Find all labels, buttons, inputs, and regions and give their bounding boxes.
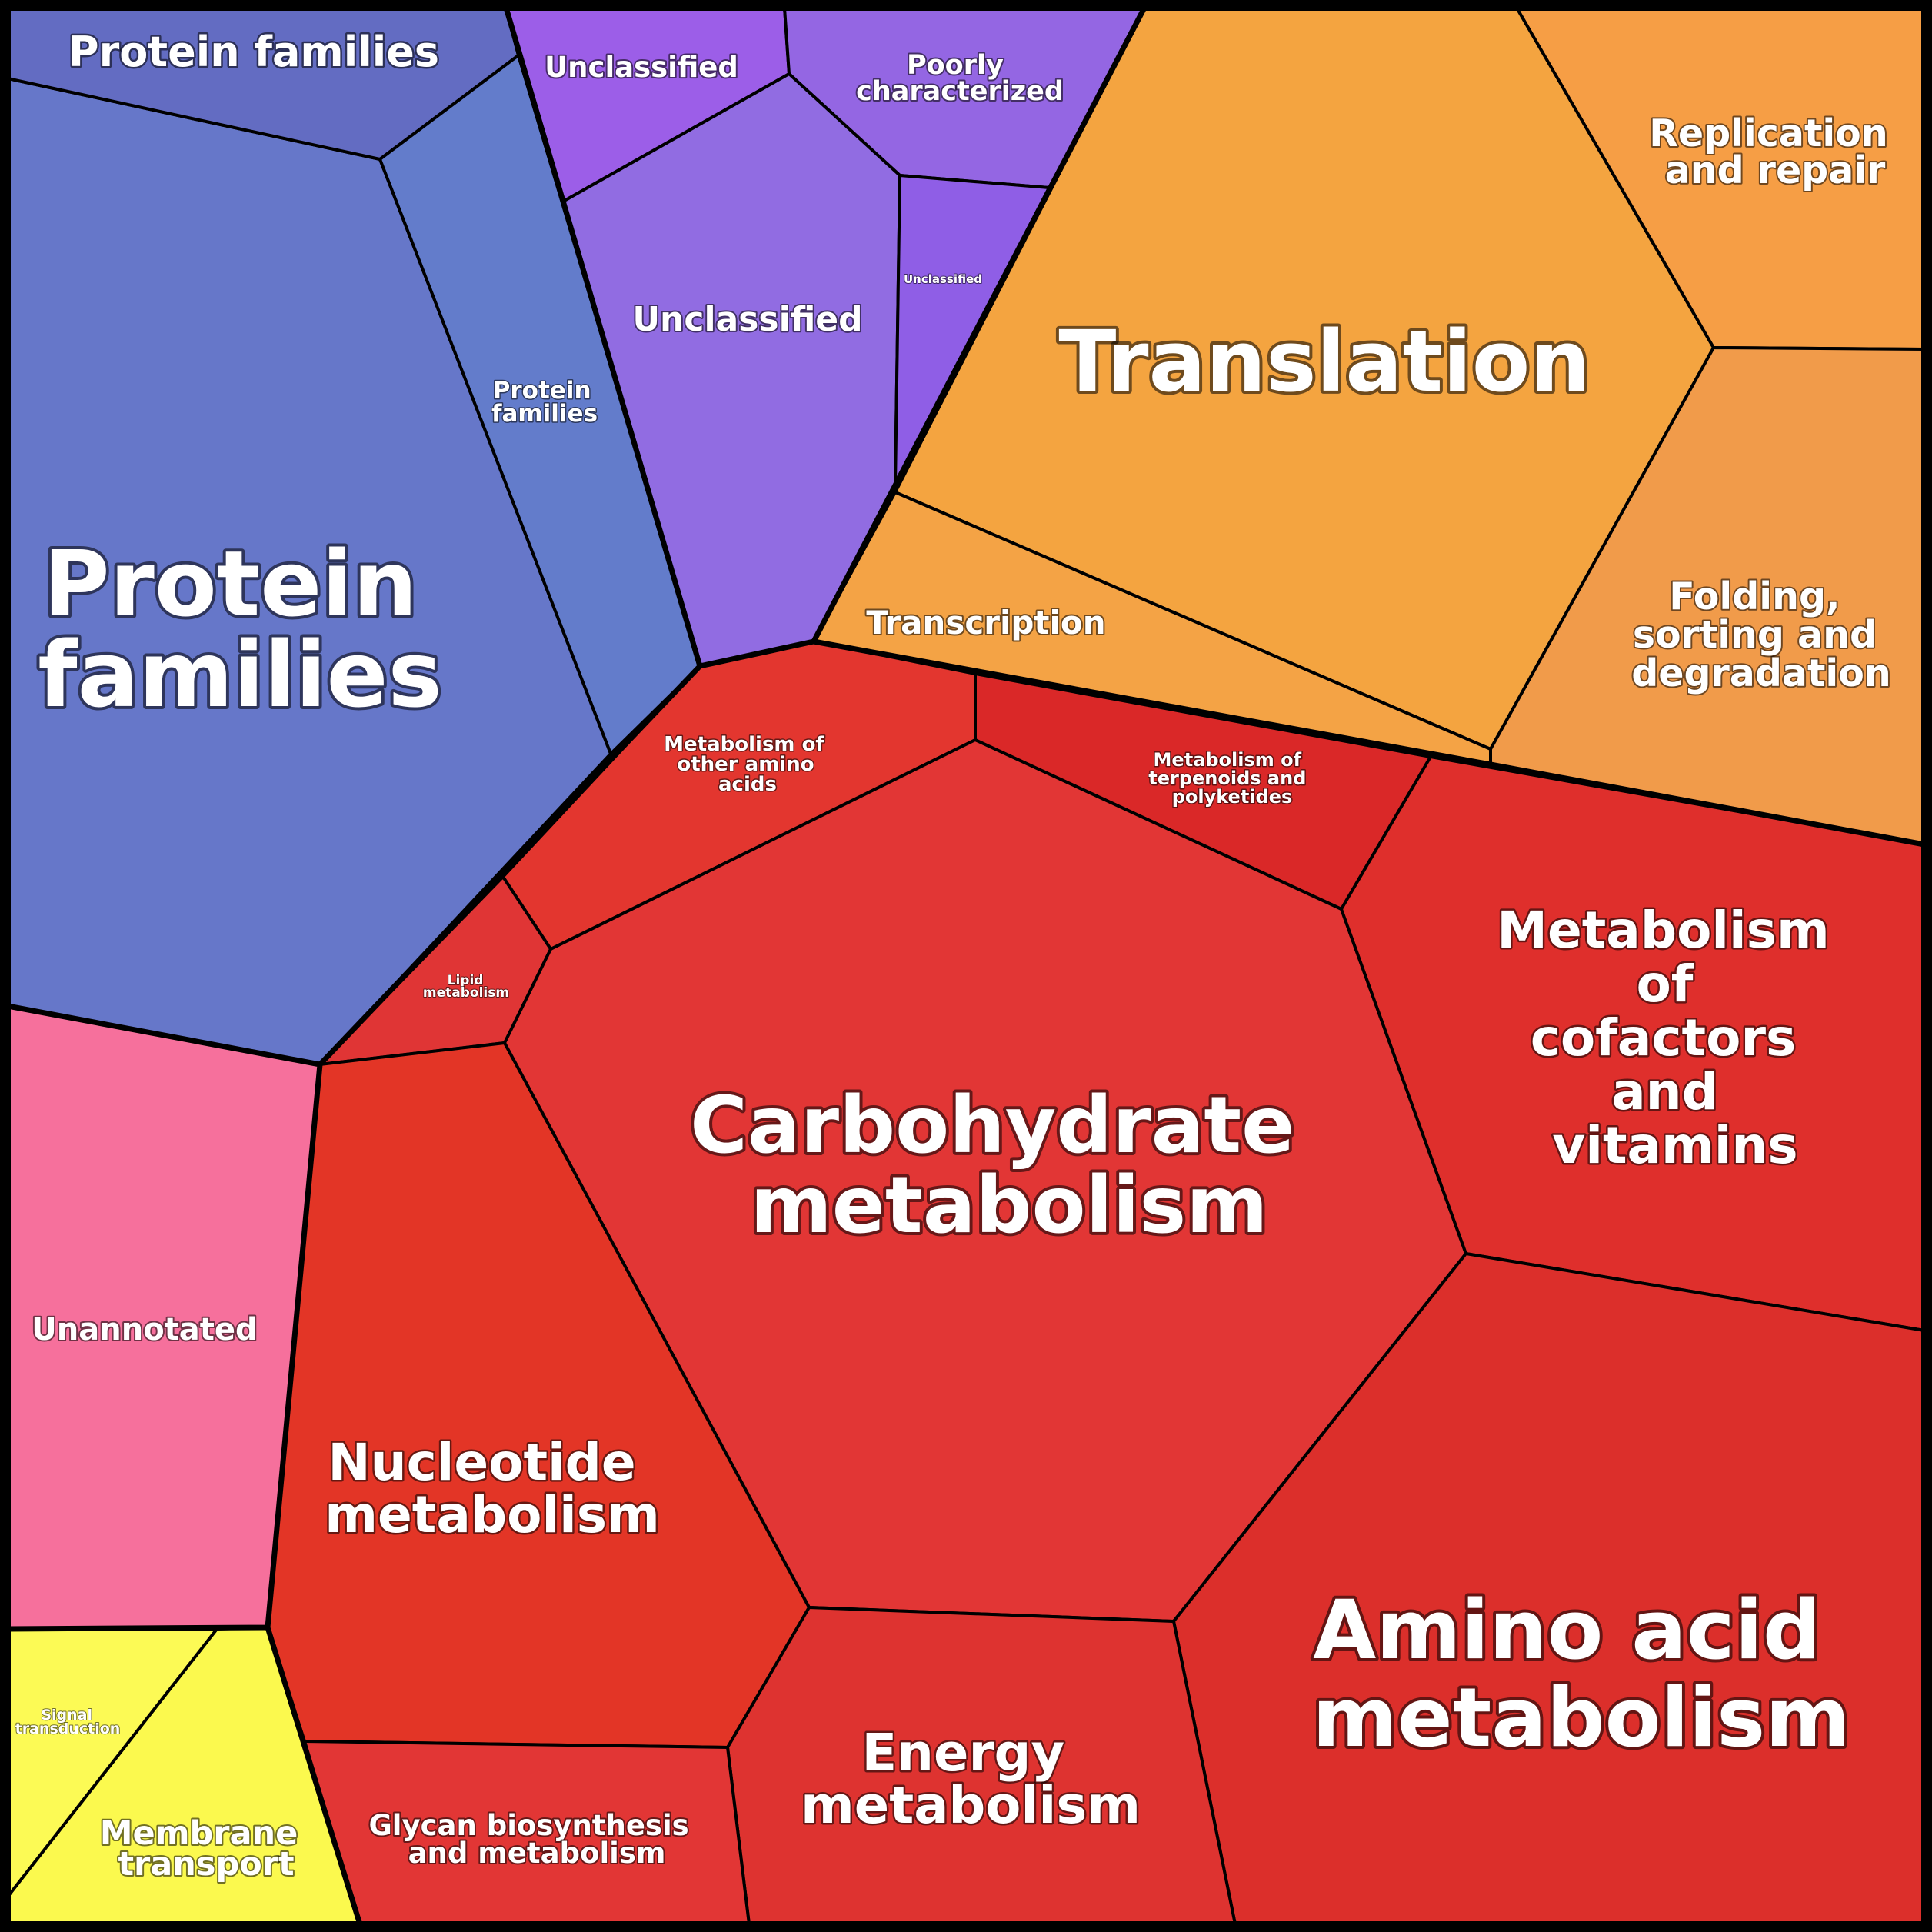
label-line: degradation xyxy=(1631,651,1891,695)
label-line: families xyxy=(38,621,442,728)
label-line: transduction xyxy=(15,1720,121,1737)
label-line: Carbohydrate xyxy=(690,1080,1294,1171)
label-nucleotide-metabolism: Nucleotide metabolism xyxy=(325,1433,660,1544)
label-line: Unclassified xyxy=(632,300,862,339)
label-line: metabolism xyxy=(423,985,509,1001)
label-line: Energy xyxy=(862,1723,1065,1783)
label-amino-acid-metabolism: Amino acid metabolism xyxy=(1312,1583,1850,1765)
group-border-environmental xyxy=(265,1624,363,1927)
label-protein-families-top: Protein families xyxy=(68,28,439,76)
label-protein-families-mid: Protein families xyxy=(491,377,599,428)
label-signal-transduction: Signal transduction xyxy=(15,1707,121,1737)
label-unclassified-top: Unclassified xyxy=(545,51,738,84)
label-line: metabolism xyxy=(1312,1671,1850,1765)
label-energy-metabolism: Energy metabolism xyxy=(801,1723,1141,1835)
label-line: Unclassified xyxy=(904,272,982,286)
label-line: transport xyxy=(118,1845,294,1884)
label-line: metabolism xyxy=(750,1160,1267,1251)
label-metabolism-other-amino-acids: Metabolism of other amino acids xyxy=(664,733,831,796)
group-border-genetic xyxy=(811,638,1927,848)
label-line: Metabolism of xyxy=(1154,749,1302,771)
label-carbohydrate-metabolism: Carbohydrate metabolism xyxy=(690,1080,1322,1251)
label-translation: Translation xyxy=(1058,312,1590,411)
label-line: Transcription xyxy=(866,604,1105,641)
label-line: and repair xyxy=(1665,148,1886,192)
label-line: metabolism xyxy=(325,1485,660,1544)
label-line: Membrane xyxy=(100,1814,298,1853)
label-line: characterized xyxy=(856,76,1064,107)
label-transcription: Transcription xyxy=(866,604,1105,641)
label-line: sorting and xyxy=(1633,613,1877,657)
label-line: Folding, xyxy=(1669,575,1840,618)
label-line: terpenoids and xyxy=(1148,768,1306,789)
label-lipid-metabolism: Lipid metabolism xyxy=(423,973,509,1001)
label-line: vitamins xyxy=(1552,1116,1797,1175)
label-line: Protein xyxy=(493,377,591,405)
label-line: cofactors xyxy=(1531,1008,1797,1068)
label-line: Protein families xyxy=(68,28,439,76)
label-unclassified-small: Unclassified xyxy=(904,272,982,286)
label-line: polyketides xyxy=(1172,786,1293,808)
label-line: Unclassified xyxy=(545,51,738,84)
label-folding-sorting-degradation: Folding, sorting and degradation xyxy=(1631,575,1891,695)
label-replication-and-repair: Replication and repair xyxy=(1649,112,1901,192)
label-line: acids xyxy=(718,773,777,796)
label-line: metabolism xyxy=(801,1775,1141,1835)
label-metabolism-terpenoids-polyketides: Metabolism of terpenoids and polyketides xyxy=(1148,749,1312,808)
label-line: other amino xyxy=(677,753,814,776)
group-border-unannotated xyxy=(5,1003,323,1632)
label-membrane-transport: Membrane transport xyxy=(100,1814,310,1884)
label-metabolism-cofactors-vitamins: Metabolism of cofactors and vitamins xyxy=(1497,901,1847,1175)
label-line: of xyxy=(1636,954,1694,1014)
label-unannotated: Unannotated xyxy=(32,1312,257,1347)
label-line: Unannotated xyxy=(32,1312,257,1347)
label-line: Glycan biosynthesis xyxy=(368,1809,688,1842)
label-line: Nucleotide xyxy=(328,1433,635,1492)
label-line: Amino acid xyxy=(1313,1583,1821,1677)
label-line: and xyxy=(1611,1062,1718,1121)
label-line: families xyxy=(491,400,598,428)
label-line: Signal xyxy=(41,1707,92,1724)
label-unclassified-main: Unclassified xyxy=(632,300,862,339)
label-line: Poorly xyxy=(907,50,1004,81)
label-line: Metabolism of xyxy=(664,733,824,756)
label-line: Translation xyxy=(1058,312,1590,411)
label-line: and metabolism xyxy=(408,1837,666,1870)
label-poorly-characterized: Poorly characterized xyxy=(856,50,1064,107)
label-line: Protein xyxy=(43,531,418,637)
label-line: Metabolism xyxy=(1497,901,1829,960)
label-line: Lipid xyxy=(448,973,484,988)
label-line: Replication xyxy=(1649,112,1888,155)
label-glycan-biosynthesis: Glycan biosynthesis and metabolism xyxy=(368,1809,698,1870)
label-protein-families-large: Protein families xyxy=(38,531,449,728)
